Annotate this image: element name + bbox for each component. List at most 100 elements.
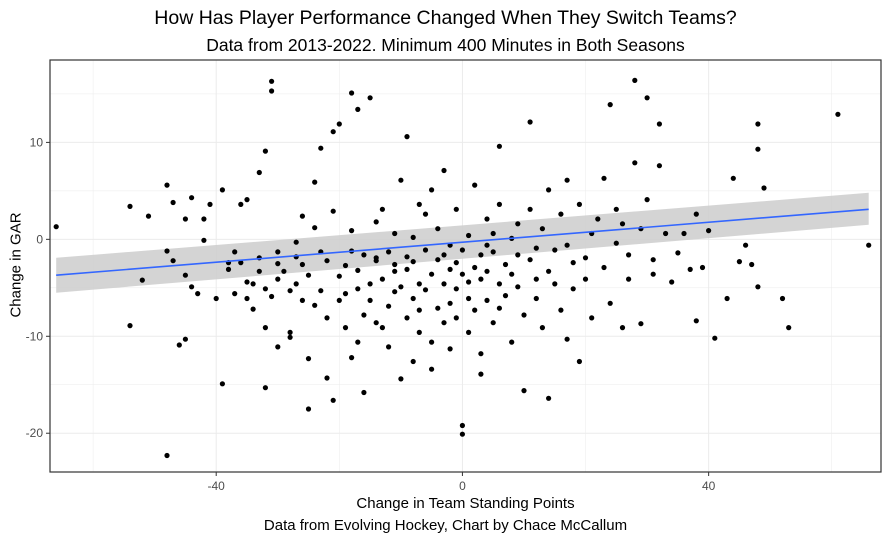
data-point — [318, 288, 324, 294]
data-point — [509, 271, 515, 277]
data-point — [669, 279, 675, 285]
data-point — [287, 288, 293, 294]
data-point — [755, 121, 761, 127]
data-point — [613, 206, 619, 212]
data-point — [706, 228, 712, 234]
data-point — [189, 284, 195, 290]
data-point — [355, 286, 361, 292]
data-point — [373, 255, 379, 261]
data-point — [262, 286, 268, 292]
data-point — [386, 344, 392, 350]
data-point — [312, 179, 318, 185]
data-point — [361, 312, 367, 318]
data-point — [318, 145, 324, 151]
data-point — [441, 252, 447, 258]
data-point — [293, 281, 299, 287]
trend-line — [56, 208, 869, 277]
data-point — [755, 146, 761, 152]
data-point — [496, 143, 502, 149]
data-point — [53, 224, 59, 230]
data-point — [755, 284, 761, 290]
data-point — [386, 249, 392, 255]
data-point — [201, 237, 207, 243]
data-point — [256, 268, 262, 274]
data-point — [379, 325, 385, 331]
data-point — [429, 339, 435, 345]
data-point — [330, 397, 336, 403]
data-point — [342, 291, 349, 297]
data-point — [275, 249, 281, 255]
data-point — [410, 234, 416, 240]
data-point — [392, 289, 398, 295]
data-point — [305, 272, 312, 278]
data-point — [675, 250, 681, 256]
data-point — [195, 291, 201, 297]
data-point — [866, 242, 872, 248]
data-point — [269, 78, 275, 84]
data-point — [441, 281, 447, 287]
data-point — [213, 295, 219, 302]
data-point — [619, 325, 626, 331]
data-point — [275, 261, 281, 267]
data-point — [225, 266, 232, 272]
chart-caption: Data from Evolving Hockey, Chart by Chac… — [263, 517, 628, 534]
data-point — [379, 276, 385, 282]
data-point — [459, 422, 465, 429]
grid-lines — [50, 60, 881, 472]
data-point — [552, 247, 558, 253]
data-point — [472, 264, 478, 271]
data-point — [250, 306, 256, 312]
data-point — [287, 334, 293, 340]
data-point — [324, 315, 330, 321]
data-point — [299, 213, 305, 219]
data-point — [349, 228, 355, 234]
data-point — [238, 201, 244, 207]
data-point — [502, 261, 509, 268]
data-point — [355, 267, 361, 273]
data-point — [275, 344, 281, 350]
data-point — [207, 201, 213, 207]
data-point — [564, 242, 570, 248]
data-point — [429, 366, 435, 372]
data-point — [515, 284, 521, 290]
data-point — [552, 281, 558, 287]
data-point — [170, 258, 176, 264]
data-point — [373, 219, 379, 225]
data-point — [558, 211, 564, 217]
data-point — [638, 321, 644, 327]
data-point — [262, 148, 268, 154]
data-point — [170, 199, 176, 206]
data-point — [521, 388, 527, 394]
data-point — [533, 295, 539, 302]
y-tick-label: -10 — [26, 329, 44, 343]
data-point — [379, 206, 385, 212]
data-point — [699, 264, 706, 271]
data-point — [392, 230, 398, 237]
data-point — [724, 295, 730, 302]
data-point — [472, 307, 478, 313]
data-point — [749, 261, 755, 268]
data-point — [515, 221, 521, 227]
data-point — [607, 102, 613, 108]
data-point — [435, 257, 441, 263]
data-point — [435, 305, 441, 311]
data-point — [484, 242, 490, 248]
data-point — [693, 211, 699, 217]
data-point — [164, 182, 170, 188]
data-point — [546, 395, 552, 401]
data-point — [521, 312, 527, 318]
data-point — [422, 247, 429, 253]
data-point — [478, 252, 484, 258]
data-point — [139, 277, 145, 283]
data-point — [533, 245, 539, 251]
data-point — [287, 329, 293, 335]
x-axis-label: Change in Team Standing Points — [356, 495, 575, 512]
data-point — [244, 279, 250, 285]
data-point — [182, 272, 188, 278]
x-tick-label: 0 — [459, 479, 466, 493]
data-point — [546, 187, 552, 193]
data-point — [779, 295, 786, 302]
data-point — [570, 260, 576, 266]
data-point — [299, 261, 305, 268]
data-point — [349, 90, 355, 96]
